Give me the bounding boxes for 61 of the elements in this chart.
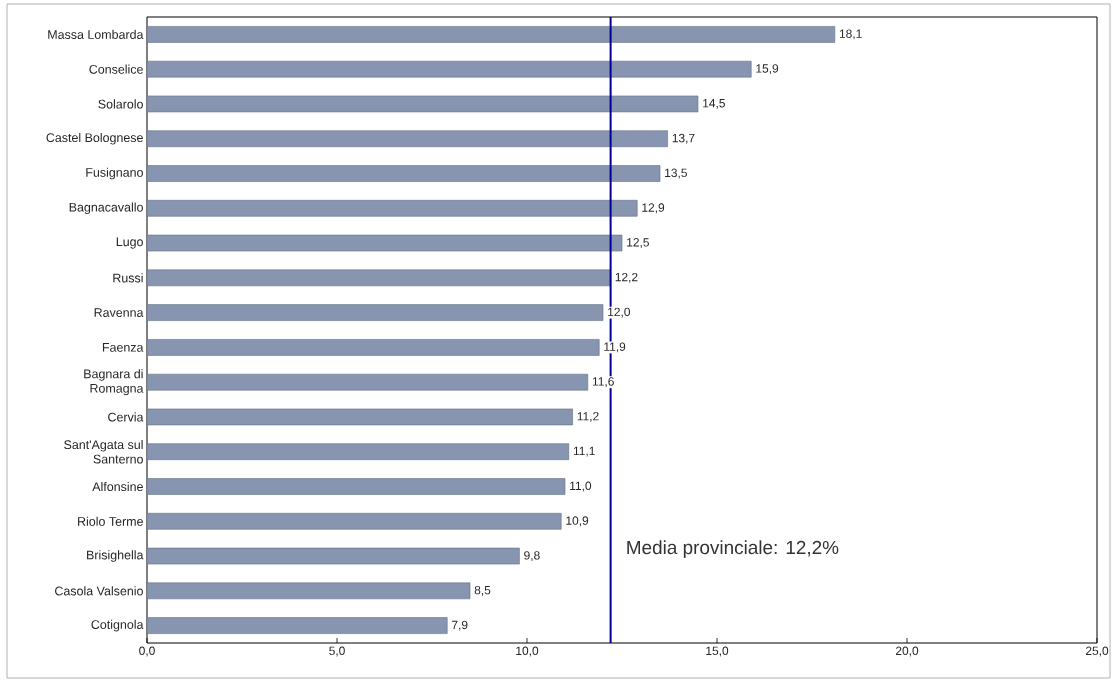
y-tick-label: Fusignano xyxy=(86,167,143,180)
x-tick-label: 25,0 xyxy=(1085,646,1109,657)
bar xyxy=(146,304,604,321)
bar xyxy=(146,269,611,287)
y-tick-label: Solarolo xyxy=(98,99,143,109)
bar xyxy=(146,547,520,565)
data-label: 8,5 xyxy=(474,585,491,596)
y-tick-label: Bagnacavallo xyxy=(69,202,143,215)
y-tick-label: Castel Bolognese xyxy=(46,132,143,145)
y-tick-label: Cotignola xyxy=(91,619,144,632)
y-tick-label: Casola Valsenio xyxy=(55,586,143,596)
x-tick-label: 15,0 xyxy=(706,646,729,657)
bar xyxy=(146,234,623,252)
y-tick-label: Ravenna xyxy=(94,308,144,317)
ref-line-label: Media provinciale: 12,2% xyxy=(627,540,839,558)
data-label: 18,1 xyxy=(839,29,862,40)
data-label: 11,9 xyxy=(604,342,626,353)
bar xyxy=(146,582,471,600)
bar xyxy=(146,165,661,182)
y-tick-label: Bagnara di Romagna xyxy=(84,369,144,396)
y-tick-label: Sant'Agata sul Santerno xyxy=(64,439,143,464)
y-tick-label: Brisighella xyxy=(87,550,144,562)
y-tick-label: Riolo Terme xyxy=(78,516,143,526)
bar xyxy=(146,617,448,634)
data-label: 13,7 xyxy=(672,133,695,144)
data-label: 9,8 xyxy=(524,551,540,561)
y-tick-label: Cervia xyxy=(108,412,144,422)
data-label: 13,5 xyxy=(665,168,687,179)
data-label: 7,9 xyxy=(452,620,468,631)
bar xyxy=(146,95,699,113)
data-label: 11,2 xyxy=(577,412,599,422)
y-tick-label: Faenza xyxy=(102,343,144,352)
bar xyxy=(146,26,836,43)
x-tick-label: 0,0 xyxy=(139,646,155,657)
x-tick-label: 20,0 xyxy=(895,646,919,657)
y-tick-label: Lugo xyxy=(116,237,143,249)
data-label: 11,1 xyxy=(573,446,595,457)
data-label: 10,9 xyxy=(566,516,589,527)
bar xyxy=(146,408,573,426)
x-tick-label: 10,0 xyxy=(516,646,539,657)
data-label: 15,9 xyxy=(756,64,779,75)
y-tick-label: Russi xyxy=(113,273,143,283)
data-label: 11,6 xyxy=(592,377,614,388)
bar xyxy=(146,373,589,391)
data-label: 12,0 xyxy=(608,307,631,318)
data-label: 12,2 xyxy=(615,272,638,283)
data-label: 12,5 xyxy=(627,238,649,248)
bar xyxy=(146,60,752,78)
bar xyxy=(146,478,566,495)
bar xyxy=(146,130,668,148)
bar xyxy=(146,443,570,461)
y-tick-label: Alfonsine xyxy=(92,481,143,492)
data-label: 12,9 xyxy=(642,203,665,214)
y-tick-label: Massa Lombarda xyxy=(48,29,144,39)
bar xyxy=(146,199,638,217)
data-label: 14,5 xyxy=(703,99,725,109)
data-label: 11,0 xyxy=(570,481,592,492)
y-tick-label: Conselice xyxy=(89,64,143,74)
x-tick-label: 5,0 xyxy=(329,646,345,657)
bar xyxy=(146,339,600,356)
bar xyxy=(146,512,562,530)
